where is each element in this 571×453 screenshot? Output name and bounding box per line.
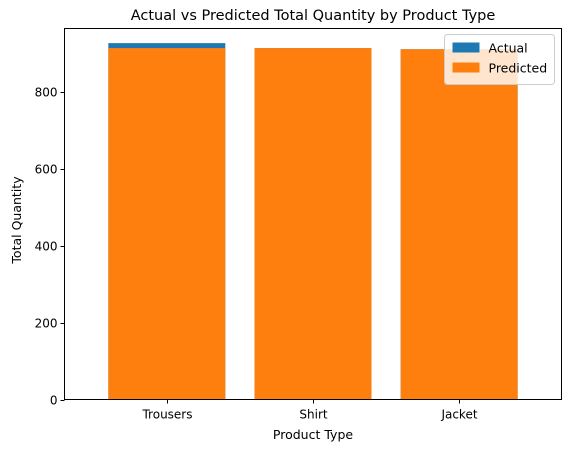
bar-predicted-shirt [254, 48, 372, 400]
y-axis-label: Total Quantity [9, 176, 24, 265]
x-axis-label: Product Type [273, 427, 353, 442]
legend: Actual Predicted [444, 34, 555, 85]
plot-frame [64, 28, 562, 400]
x-tick-label-shirt: Shirt [299, 408, 327, 422]
bars-layer [108, 43, 518, 400]
y-tick-label: 200 [35, 317, 58, 331]
x-tick-label-jacket: Jacket [440, 408, 477, 422]
chart-title: Actual vs Predicted Total Quantity by Pr… [131, 8, 496, 24]
x-tick-label-trousers: Trousers [141, 408, 192, 422]
y-tick-label: 600 [35, 163, 58, 177]
y-tick-label: 0 [50, 394, 58, 408]
legend-label-actual: Actual [489, 41, 528, 56]
y-tick-label: 400 [35, 240, 58, 254]
bar-predicted-trousers [108, 48, 226, 400]
y-tick-label: 800 [35, 86, 58, 100]
legend-swatch-actual [452, 42, 480, 53]
legend-label-predicted: Predicted [489, 61, 548, 76]
legend-swatch-predicted [452, 62, 480, 73]
bar-predicted-jacket [400, 49, 518, 400]
ticks-layer: 0 200 400 600 800 Trousers Shirt Jacket [35, 86, 478, 422]
